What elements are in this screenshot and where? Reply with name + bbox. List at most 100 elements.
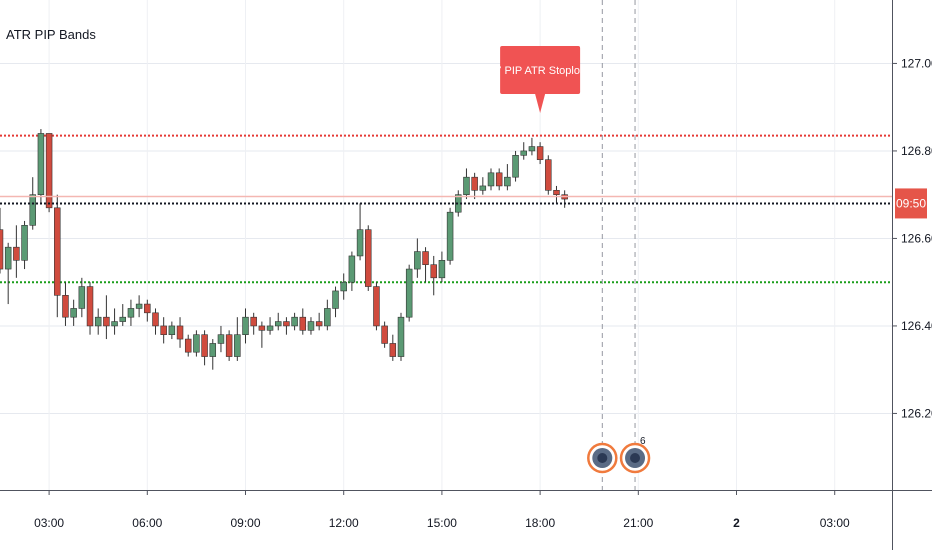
candle-body-down [536, 146, 544, 160]
candle [397, 312, 405, 361]
candle [487, 168, 495, 191]
time-tick-label: 09:00 [230, 516, 260, 530]
candle [258, 321, 266, 348]
event-marker[interactable]: 6 [619, 436, 651, 474]
price-label-text: 09:50 [896, 196, 926, 210]
candle-body-down [283, 321, 290, 327]
candle [528, 137, 536, 156]
candle [495, 168, 503, 191]
time-tick-label: 06:00 [132, 516, 162, 530]
event-marker[interactable] [587, 442, 618, 474]
candle-body-down [86, 286, 94, 327]
candle-body-down [471, 176, 478, 191]
price-tick-label: 126.600 [901, 231, 932, 245]
candle [430, 255, 437, 296]
candle [307, 317, 315, 335]
candle [135, 295, 143, 318]
candle [127, 299, 135, 326]
candle-body-up [21, 225, 28, 261]
candle [209, 339, 217, 370]
candle [152, 308, 159, 335]
candle-body-up [37, 133, 45, 195]
stoploss-annotation[interactable]: 17 PIP ATR Stoploss [489, 46, 591, 113]
candle-body-down [430, 264, 437, 279]
candle-body-up [332, 290, 339, 309]
annotation-text: 17 PIP ATR Stoploss [489, 65, 591, 77]
candle [274, 312, 282, 331]
time-tick-label: 03:00 [34, 516, 64, 530]
candle [111, 308, 118, 335]
candle-body-down [553, 190, 560, 195]
candle-body-down [152, 312, 159, 327]
candle-body-up [405, 268, 413, 318]
candle [62, 282, 69, 326]
price-label-badge [895, 188, 927, 219]
candle-body-up [168, 325, 176, 335]
candle [242, 308, 249, 344]
price-tick-label: 126.200 [901, 406, 932, 420]
candle-body-down [13, 246, 20, 261]
candle [422, 247, 429, 283]
candle [234, 317, 241, 361]
candle-body-up [446, 211, 454, 261]
candle-body-up [397, 316, 405, 357]
candle-body-up [217, 334, 225, 344]
candle-body-up [307, 321, 315, 331]
candle [324, 299, 331, 331]
candle [193, 330, 200, 357]
candle-body-up [127, 308, 135, 318]
price-tick-label: 127.000 [901, 56, 932, 70]
candle-body-down [299, 316, 307, 331]
candle-body-up [135, 303, 143, 309]
candle [356, 203, 364, 261]
candle [553, 185, 560, 204]
candle [365, 225, 372, 291]
candle [21, 220, 28, 270]
annotation-pointer [535, 94, 546, 113]
time-tick-label: 21:00 [623, 516, 653, 530]
candle-body-up [520, 150, 527, 156]
price-tick-label: 126.800 [901, 144, 932, 158]
candle-body-down [365, 229, 372, 287]
candle-body-down [201, 334, 208, 357]
candle [332, 286, 339, 318]
candle [438, 251, 446, 283]
candle-body-down [315, 321, 323, 327]
annotation-box [500, 46, 581, 94]
candle-body-down [45, 133, 53, 209]
candle [348, 251, 356, 291]
candle [4, 242, 12, 305]
candle [201, 330, 208, 366]
candle [381, 321, 388, 348]
candle-body-up [504, 176, 511, 187]
candle-body-down [250, 316, 257, 327]
candle [94, 308, 102, 335]
candle [446, 207, 454, 265]
candle-body-down [103, 316, 110, 327]
candle-body-down [176, 325, 184, 340]
candle [13, 225, 20, 278]
candle [315, 312, 323, 331]
time-tick-label: 15:00 [427, 516, 457, 530]
time-tick-label: 18:00 [525, 516, 555, 530]
candle-body-up [348, 255, 356, 283]
candle-body-up [119, 316, 126, 322]
candle [45, 133, 53, 213]
event-badge: 6 [640, 436, 646, 447]
candle [54, 194, 61, 318]
candle-body-up [438, 260, 446, 279]
candle-body-down [184, 338, 192, 353]
candle-body-down [495, 172, 503, 187]
candle [78, 277, 86, 318]
candle [266, 317, 274, 335]
candle-body-up [111, 321, 118, 327]
candle-body-down [0, 229, 4, 270]
candle-body-up [274, 321, 282, 327]
candle [250, 312, 257, 335]
candle [479, 177, 487, 195]
candle-body-up [324, 308, 331, 327]
candle-body-up [266, 325, 274, 331]
candle [299, 308, 307, 335]
